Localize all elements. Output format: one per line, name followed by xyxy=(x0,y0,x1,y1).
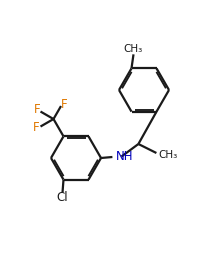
Text: CH₃: CH₃ xyxy=(124,44,143,54)
Text: NH: NH xyxy=(116,150,133,163)
Text: CH₃: CH₃ xyxy=(159,150,178,160)
Text: Cl: Cl xyxy=(57,190,68,203)
Text: F: F xyxy=(34,103,40,116)
Text: F: F xyxy=(61,98,68,111)
Text: F: F xyxy=(33,121,39,134)
